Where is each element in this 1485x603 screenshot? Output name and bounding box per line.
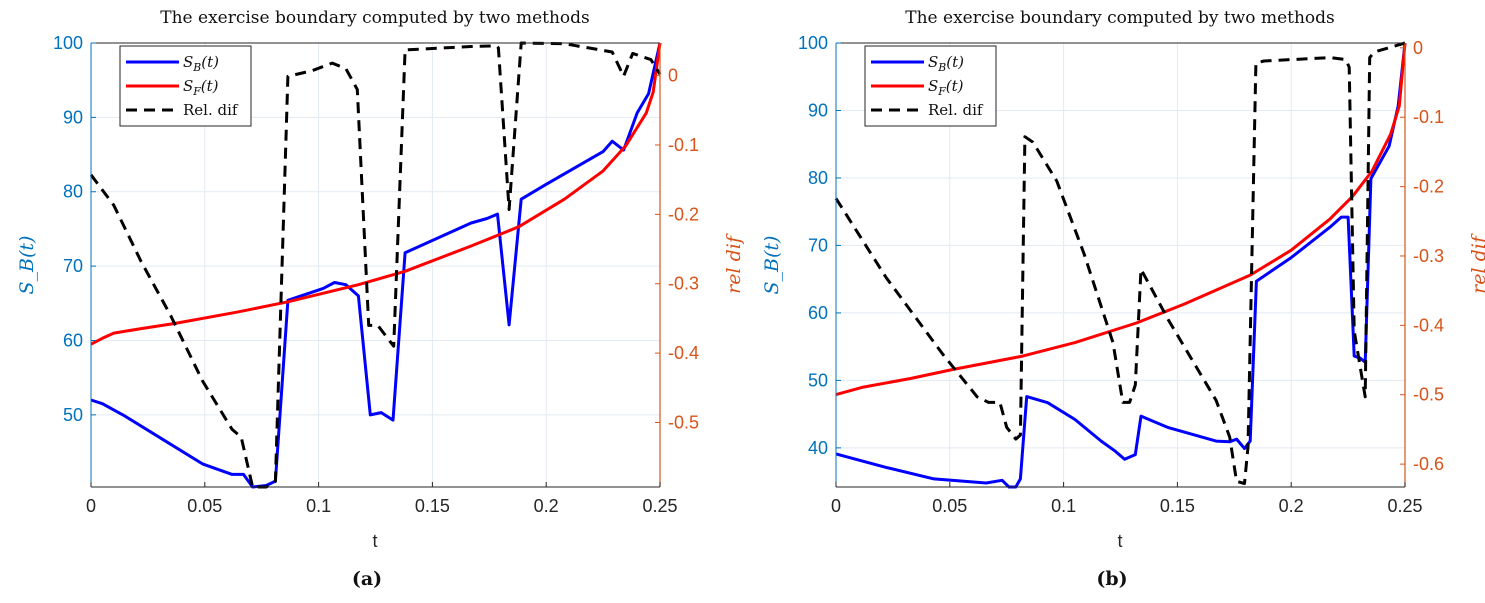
y-right-tick-label: -0.2: [668, 204, 699, 224]
x-tick-label: 0: [831, 496, 841, 516]
legend-label: SB(t): [183, 53, 219, 74]
legend-label: SF(t): [183, 77, 219, 98]
y-tick-label: 50: [63, 405, 83, 425]
x-tick-label: 0.2: [534, 496, 559, 516]
y-right-tick-label: -0.3: [668, 274, 699, 294]
chart-title: The exercise boundary computed by two me…: [160, 8, 590, 28]
y-tick-label: 70: [63, 256, 83, 276]
y-tick-label: 80: [63, 182, 83, 202]
x-axis-label: t: [1117, 531, 1122, 551]
legend: SB(t) SF(t) Rel. dif: [864, 45, 997, 127]
y-axis-label: S_B(t): [16, 236, 38, 295]
y-tick-label: 40: [808, 438, 828, 458]
x-tick-label: 0.1: [1051, 496, 1076, 516]
series-line-sbt: [90, 42, 662, 489]
y-tick-label: 80: [808, 168, 828, 188]
subfigure-caption: (a): [352, 568, 382, 590]
chart-title: The exercise boundary computed by two me…: [905, 8, 1335, 28]
x-tick-label: 0.05: [187, 496, 222, 516]
series-line-sft: [90, 42, 662, 346]
right-y-axis-label: rel dif: [723, 233, 745, 294]
legend-label: Rel. dif: [928, 101, 984, 119]
chart-a: 0 0.05 0.1 0.15 0.2 0.25 50 60 70 80 90 100 -0.5 -0.4…: [16, 8, 745, 590]
y-tick-label: 70: [808, 235, 828, 255]
y-right-tick-label: -0.2: [1413, 177, 1444, 197]
y-right-tick-label: -0.4: [668, 343, 699, 363]
legend-label: Rel. dif: [183, 101, 239, 119]
y-right-tick-label: 0: [1413, 38, 1423, 58]
subfigure-caption: (b): [1096, 568, 1127, 590]
y-right-tick-label: -0.1: [1413, 107, 1444, 127]
x-tick-label: 0.25: [1387, 496, 1422, 516]
x-axis-label: t: [372, 531, 377, 551]
x-tick-label: 0.15: [415, 496, 450, 516]
series-line-sft: [835, 42, 1407, 397]
y-right-tick-label: -0.1: [668, 135, 699, 155]
right-y-axis-label: rel dif: [1468, 233, 1485, 294]
x-tick-label: 0.25: [642, 496, 677, 516]
legend-label: SB(t): [928, 53, 964, 74]
legend: SB(t) SF(t) Rel. dif: [119, 45, 252, 127]
x-tick-label: 0.15: [1160, 496, 1195, 516]
y-right-tick-label: 0: [668, 66, 678, 86]
y-tick-label: 90: [63, 107, 83, 127]
y-tick-label: 90: [808, 100, 828, 120]
y-right-tick-label: -0.4: [1413, 315, 1444, 335]
y-tick-label: 60: [63, 330, 83, 350]
y-axis-label: S_B(t): [761, 236, 783, 295]
y-right-tick-label: -0.6: [1413, 454, 1444, 474]
x-tick-label: 0.05: [932, 496, 967, 516]
y-right-tick-label: -0.5: [1413, 385, 1444, 405]
y-tick-label: 100: [53, 33, 83, 53]
y-tick-label: 100: [798, 33, 828, 53]
series-line-reldif: [834, 41, 1406, 485]
x-tick-label: 0.1: [306, 496, 331, 516]
legend-label: SF(t): [928, 77, 964, 98]
series-line-reldif: [89, 41, 662, 489]
y-right-tick-label: -0.5: [668, 412, 699, 432]
y-tick-label: 60: [808, 303, 828, 323]
y-right-tick-label: -0.3: [1413, 246, 1444, 266]
chart-b: 0 0.05 0.1 0.15 0.2 0.25 40 50 60 70 80 90 100 -0.6 -0…: [761, 8, 1485, 590]
x-tick-label: 0: [86, 496, 96, 516]
y-tick-label: 50: [808, 370, 828, 390]
x-tick-label: 0.2: [1279, 496, 1304, 516]
